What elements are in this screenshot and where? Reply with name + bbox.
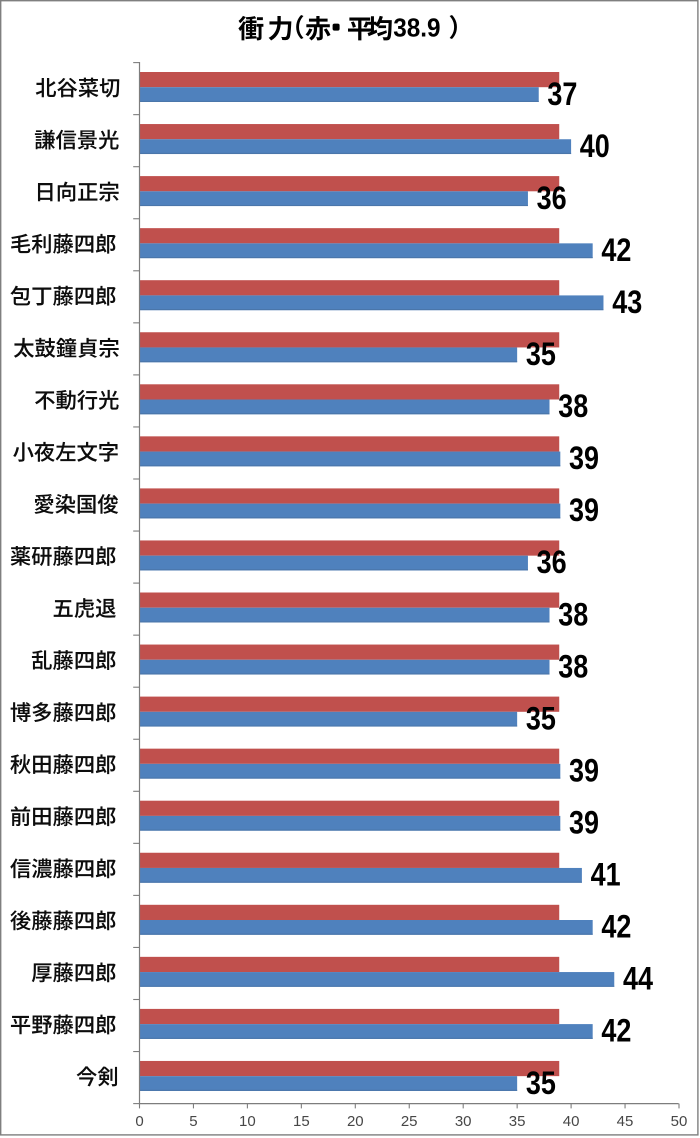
svg-text:42: 42 [601,232,631,268]
svg-text:0: 0 [135,1113,143,1130]
svg-text:39: 39 [569,492,599,528]
svg-text:35: 35 [526,700,556,736]
svg-text:39: 39 [569,753,599,789]
svg-text:15: 15 [293,1113,310,1130]
svg-text:25: 25 [401,1113,418,1130]
svg-text:36: 36 [537,180,567,216]
svg-text:10: 10 [239,1113,256,1130]
svg-text:41: 41 [591,857,621,893]
svg-text:5: 5 [189,1113,197,1130]
svg-text:37: 37 [547,76,577,112]
svg-text:35: 35 [526,336,556,372]
svg-text:35: 35 [526,1065,556,1101]
svg-text:20: 20 [347,1113,364,1130]
svg-text:43: 43 [612,284,642,320]
svg-text:42: 42 [601,909,631,945]
svg-text:38.9: 38.9 [393,13,440,43]
svg-text:38: 38 [558,596,588,632]
svg-text:39: 39 [569,440,599,476]
svg-text:30: 30 [455,1113,472,1130]
svg-text:44: 44 [623,961,653,997]
svg-text:36: 36 [537,544,567,580]
svg-text:38: 38 [558,648,588,684]
svg-text:40: 40 [580,128,610,164]
svg-text:35: 35 [509,1113,526,1130]
svg-text:42: 42 [601,1013,631,1049]
svg-text:50: 50 [671,1113,688,1130]
svg-text:39: 39 [569,805,599,841]
svg-text:38: 38 [558,388,588,424]
svg-text:40: 40 [563,1113,580,1130]
svg-text:45: 45 [617,1113,634,1130]
